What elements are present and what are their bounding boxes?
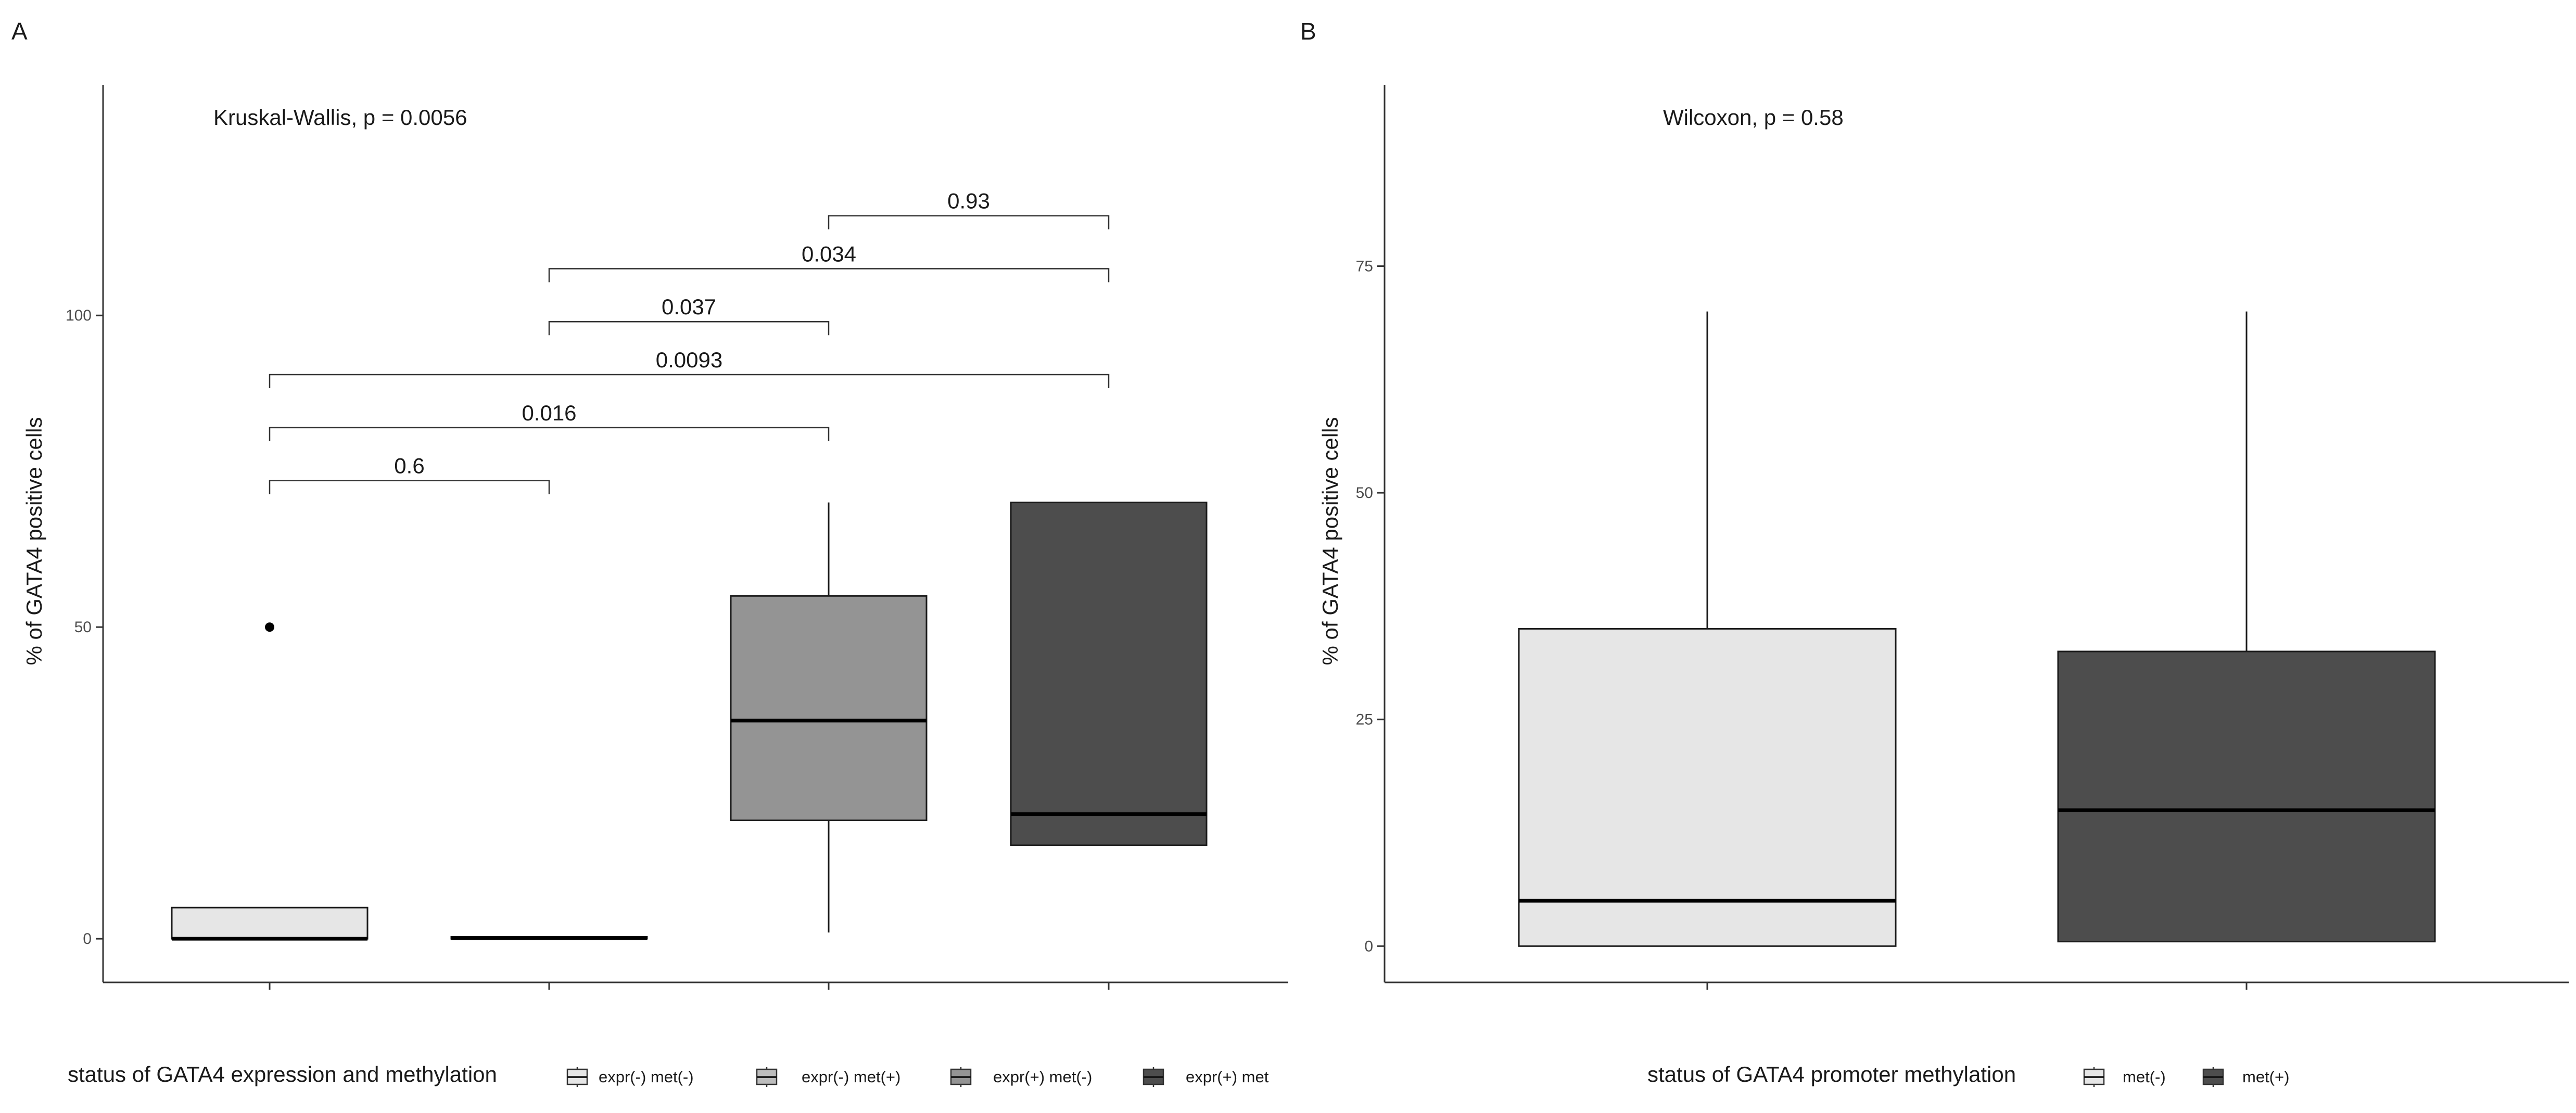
y-tick-label: 100 [66,307,92,324]
legend-key-expr-pos-met-neg [950,1067,972,1087]
legend-key-met-neg [2083,1067,2105,1087]
legend-key-met-pos [2202,1067,2224,1087]
comparison-bracket [548,321,830,336]
legend-label-expr-neg-met-pos: expr(-) met(+) [802,1068,900,1086]
panel-a-y-axis-title: % of GATA4 positive cells [22,417,46,666]
comparison-p-value-label: 0.034 [802,241,856,266]
comparison-bracket [269,480,550,494]
comparison-bracket [828,215,1110,229]
legend-label-met-neg: met(-) [2123,1068,2166,1086]
panel-a-plot-area: 0 50 100 0.6 0.016 0.0093 0.037 0.034 0.93 [66,189,1208,990]
panel-b-wilcoxon-annotation: Wilcoxon, p = 0.58 [1663,105,1844,130]
comparison-p-value-label: 0.6 [394,454,424,478]
panel-b-plot-area: 0 25 50 75 [1356,258,2436,990]
y-tick-label: 25 [1356,711,1373,728]
panel-b-label: B [1300,18,1316,45]
panel-a-legend-title: status of GATA4 expression and methylati… [68,1062,497,1086]
panel-a: A % of GATA4 positive cells Kruskal-Wall… [11,18,1288,1087]
y-tick-label: 75 [1356,258,1373,275]
box [1518,628,1897,947]
box [2057,650,2436,943]
panel-b-y-axis-title: % of GATA4 positive cells [1318,417,1342,666]
y-tick-label: 50 [1356,484,1373,502]
panel-b-legend: status of GATA4 promoter methylation met… [1647,1062,2289,1087]
comparison-p-value-label: 0.0093 [656,348,722,372]
legend-key-expr-neg-met-pos [756,1067,778,1087]
legend-label-expr-neg-met-neg: expr(-) met(-) [599,1068,694,1086]
box [1010,502,1208,846]
y-tick-label: 50 [74,619,92,636]
comparison-p-value-label: 0.037 [662,295,716,319]
comparison-p-value-label: 0.93 [947,189,990,213]
box [171,906,369,940]
y-tick-label: 0 [83,930,92,948]
legend-key-expr-pos-met [1143,1067,1164,1087]
box [730,595,928,822]
panel-b: B % of GATA4 positive cells Wilcoxon, p … [1300,18,2569,1087]
panel-a-label: A [11,18,28,45]
comparison-bracket [269,374,1110,389]
comparison-p-value-label: 0.016 [522,401,576,425]
comparison-bracket [269,427,830,441]
outlier-point [265,622,274,632]
panel-a-kruskal-wallis-annotation: Kruskal-Wallis, p = 0.0056 [213,105,467,130]
legend-label-expr-pos-met-neg: expr(+) met(-) [993,1068,1092,1086]
comparison-bracket [548,268,1110,283]
panel-b-legend-title: status of GATA4 promoter methylation [1647,1062,2016,1086]
legend-key-expr-neg-met-neg [566,1067,588,1087]
panel-a-legend: status of GATA4 expression and methylati… [68,1062,1269,1087]
y-tick-label: 0 [1364,938,1373,955]
legend-label-expr-pos-met: expr(+) met [1186,1068,1269,1086]
legend-label-met-pos: met(+) [2242,1068,2289,1086]
